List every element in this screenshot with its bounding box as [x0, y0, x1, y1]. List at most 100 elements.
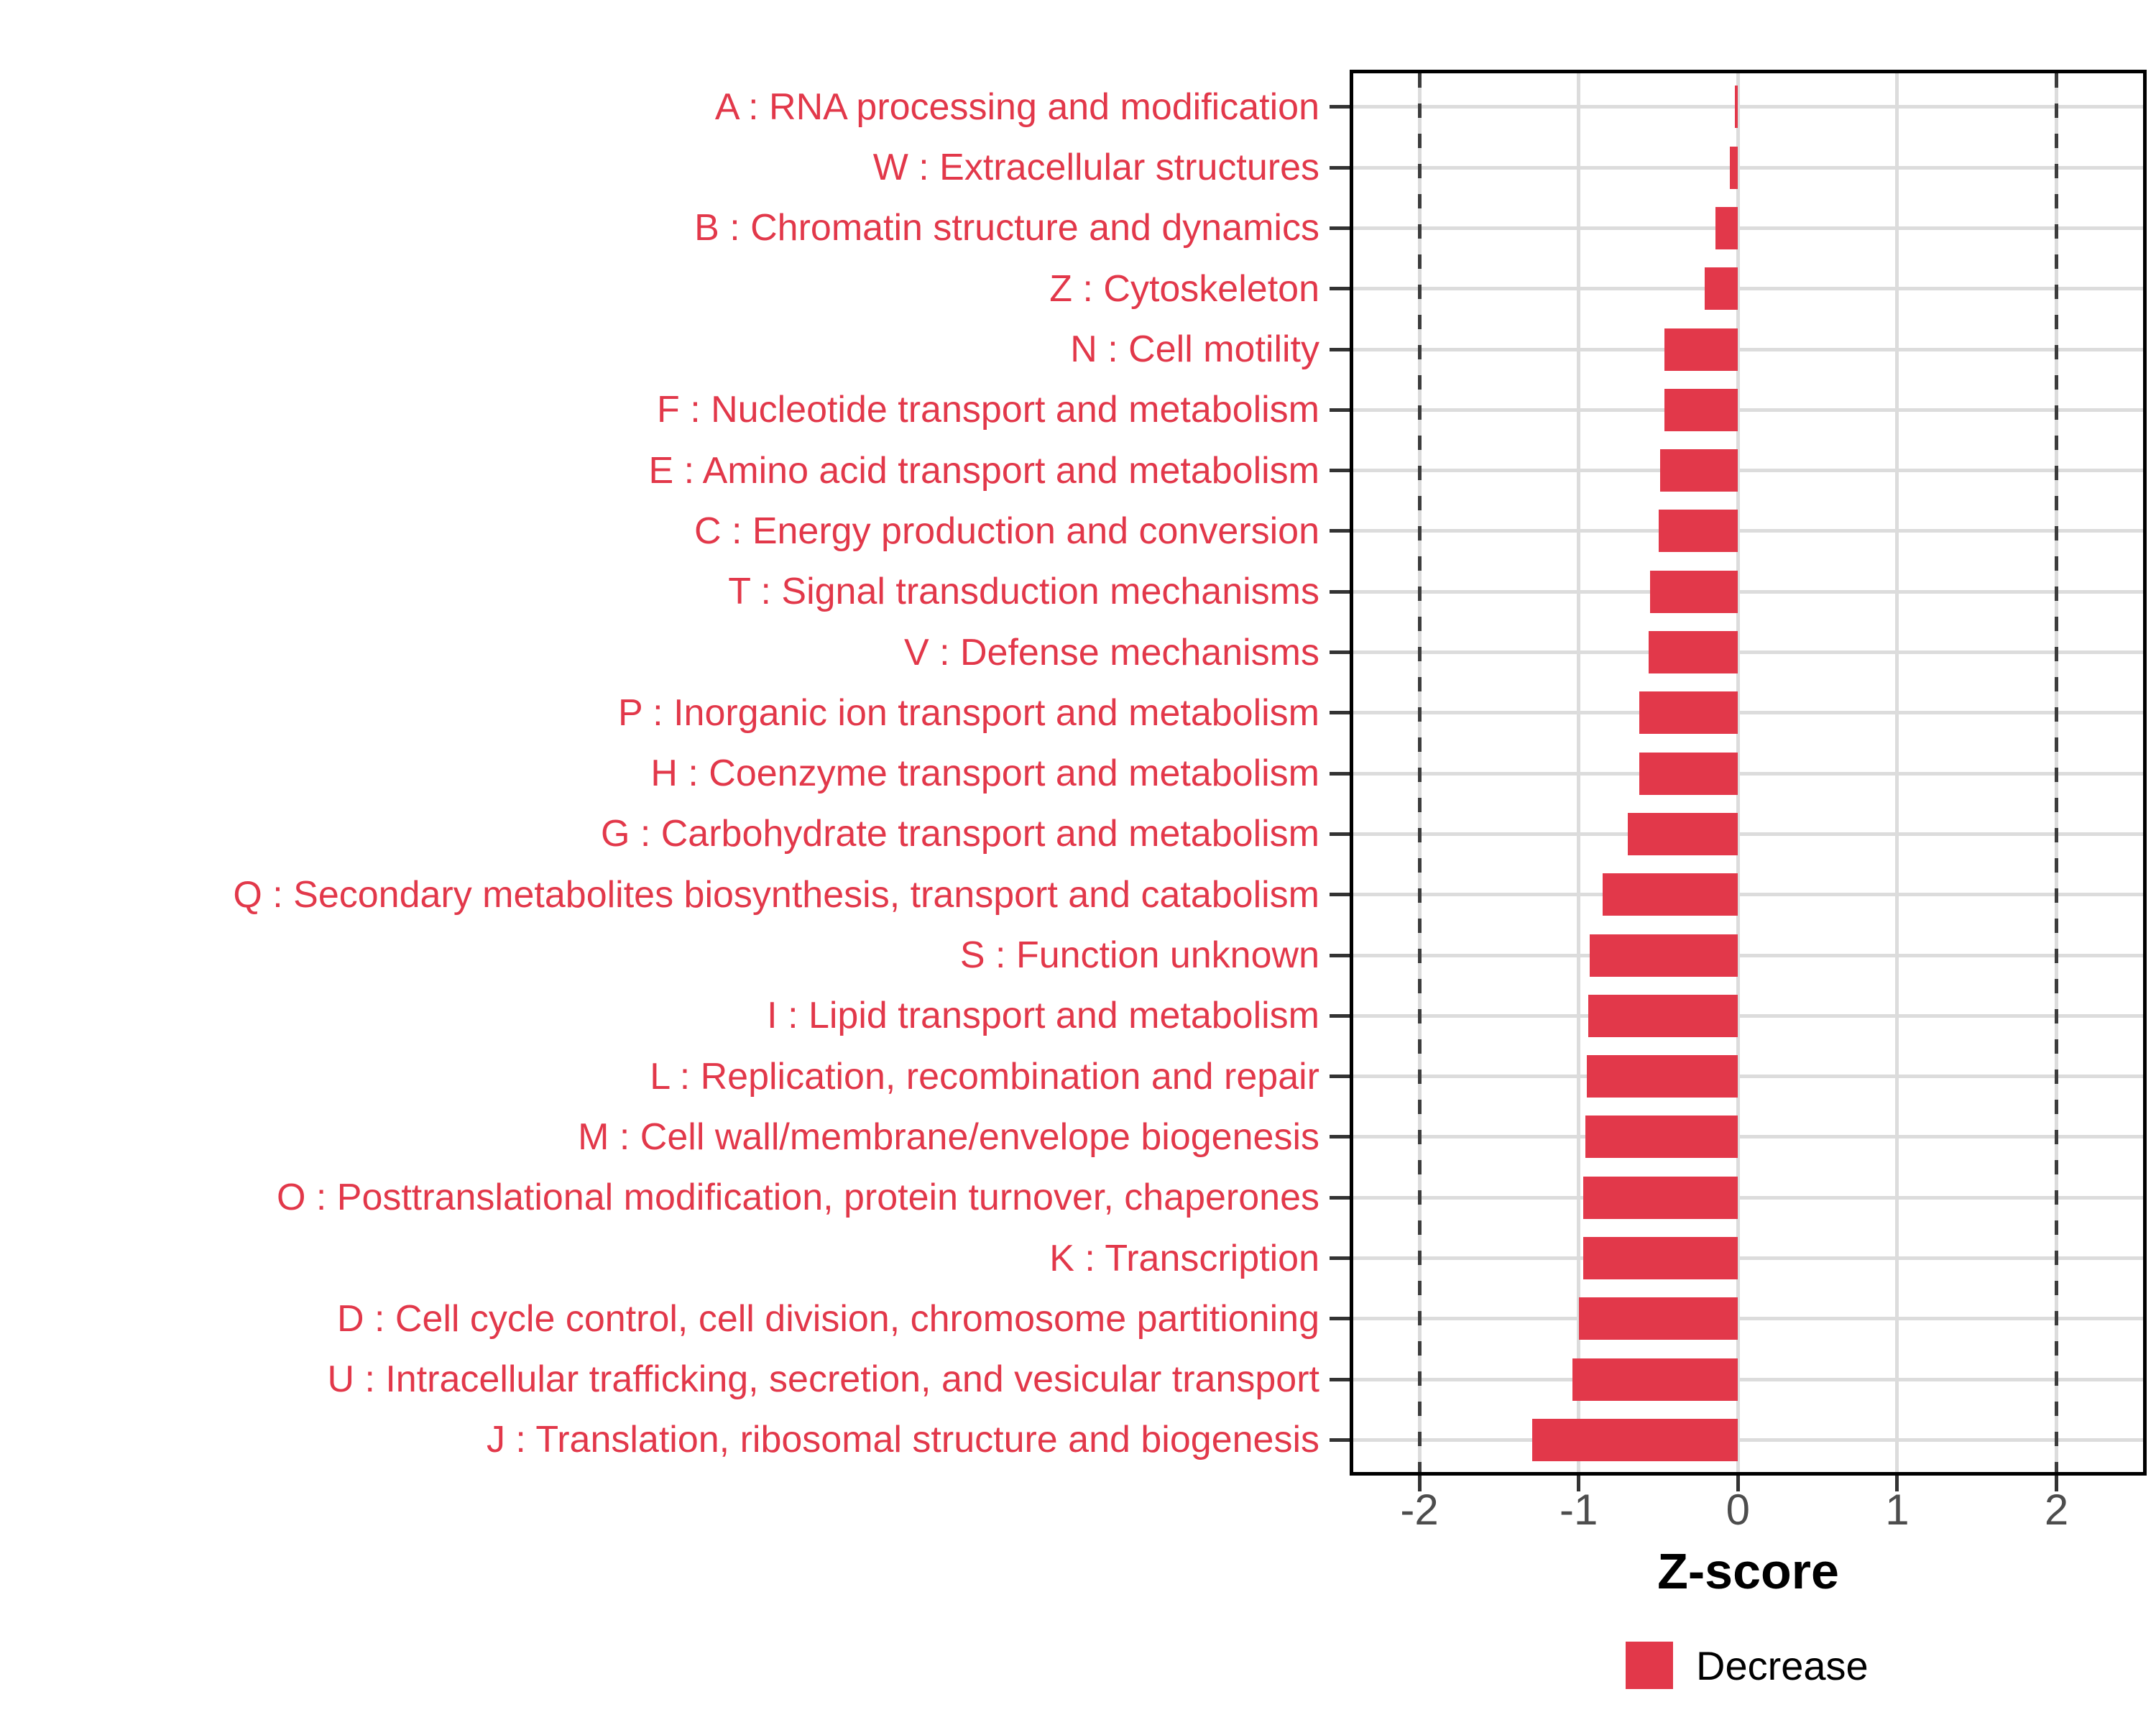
gridline-y-I [1353, 1013, 2143, 1018]
y-label-G: G : Carbohydrate transport and metabolis… [600, 813, 1319, 855]
y-tick-U [1330, 1377, 1350, 1381]
bar-G [1628, 812, 1738, 855]
bar-F [1664, 388, 1738, 431]
gridline-y-J [1353, 1438, 2143, 1442]
bar-L [1586, 1055, 1738, 1098]
reference-line-pos2 [2055, 73, 2058, 1472]
bar-D [1578, 1297, 1738, 1340]
bar-B [1715, 206, 1738, 249]
x-tick-label--2: -2 [1400, 1486, 1439, 1534]
y-label-O: O : Posttranslational modification, prot… [276, 1177, 1319, 1219]
y-label-L: L : Replication, recombination and repai… [650, 1055, 1319, 1098]
y-label-W: W : Extracellular structures [872, 147, 1319, 189]
legend-label: Decrease [1696, 1642, 1869, 1688]
bar-M [1585, 1116, 1738, 1159]
bar-E [1659, 449, 1738, 492]
y-label-T: T : Signal transduction mechanisms [728, 571, 1319, 613]
y-tick-G [1330, 832, 1350, 836]
y-label-J: J : Translation, ribosomal structure and… [486, 1419, 1319, 1461]
x-tick-1 [1895, 1476, 1899, 1491]
legend: Decrease [1626, 1642, 1869, 1689]
gridline-y-W [1353, 165, 2143, 170]
x-tick--1 [1577, 1476, 1581, 1491]
gridline-y-S [1353, 953, 2143, 957]
y-label-I: I : Lipid transport and metabolism [767, 995, 1319, 1037]
y-label-K: K : Transcription [1049, 1237, 1319, 1279]
y-tick-C [1330, 529, 1350, 533]
gridline-y-P [1353, 711, 2143, 715]
y-tick-A [1330, 105, 1350, 109]
gridline-y-E [1353, 469, 2143, 473]
y-tick-B [1330, 226, 1350, 230]
bar-T [1650, 570, 1738, 613]
plot-panel [1350, 70, 2147, 1476]
y-label-F: F : Nucleotide transport and metabolism [657, 389, 1319, 431]
gridline-y-B [1353, 226, 2143, 230]
y-label-H: H : Coenzyme transport and metabolism [650, 753, 1319, 795]
y-label-M: M : Cell wall/membrane/envelope biogenes… [578, 1116, 1319, 1158]
x-axis-title: Z-score [1657, 1543, 1839, 1599]
gridline-y-Q [1353, 893, 2143, 897]
gridline-y-M [1353, 1135, 2143, 1139]
x-tick-label-1: 1 [1885, 1486, 1909, 1534]
gridline-y-V [1353, 650, 2143, 654]
bar-Q [1602, 873, 1738, 916]
gridline-y-T [1353, 589, 2143, 594]
bar-U [1572, 1358, 1738, 1401]
bar-W [1730, 146, 1738, 189]
y-label-Q: Q : Secondary metabolites biosynthesis, … [233, 873, 1319, 916]
gridline-y-O [1353, 1195, 2143, 1200]
y-tick-E [1330, 469, 1350, 473]
y-label-Z: Z : Cytoskeleton [1049, 267, 1319, 310]
bar-N [1664, 328, 1738, 371]
gridline-y-A [1353, 105, 2143, 109]
gridline-y-C [1353, 529, 2143, 533]
gridline-y-L [1353, 1075, 2143, 1079]
gridline-y-F [1353, 408, 2143, 412]
gridline-y-G [1353, 832, 2143, 836]
bar-C [1658, 510, 1738, 553]
gridline-y-Z [1353, 287, 2143, 291]
gridline-y-K [1353, 1256, 2143, 1260]
gridline-y-U [1353, 1377, 2143, 1381]
y-label-B: B : Chromatin structure and dynamics [694, 207, 1319, 249]
y-tick-D [1330, 1317, 1350, 1321]
y-tick-O [1330, 1195, 1350, 1200]
x-tick-2 [2055, 1476, 2058, 1491]
bar-P [1639, 691, 1738, 735]
y-label-N: N : Cell motility [1070, 328, 1319, 370]
x-tick-label-0: 0 [1726, 1486, 1750, 1534]
gridline-y-D [1353, 1317, 2143, 1321]
bar-Z [1704, 267, 1738, 310]
bar-A [1734, 86, 1738, 129]
bar-O [1583, 1176, 1738, 1219]
y-tick-Z [1330, 287, 1350, 291]
y-label-U: U : Intracellular trafficking, secretion… [327, 1358, 1319, 1401]
y-label-P: P : Inorganic ion transport and metaboli… [617, 691, 1319, 734]
y-tick-M [1330, 1135, 1350, 1139]
bar-S [1590, 934, 1738, 977]
y-tick-J [1330, 1438, 1350, 1442]
y-label-E: E : Amino acid transport and metabolism [648, 449, 1319, 492]
y-tick-P [1330, 711, 1350, 715]
legend-color-swatch [1626, 1642, 1673, 1689]
x-tick-label--1: -1 [1560, 1486, 1598, 1534]
x-tick-label-2: 2 [2044, 1486, 2069, 1534]
gridline-y-H [1353, 771, 2143, 776]
y-tick-I [1330, 1013, 1350, 1018]
bar-H [1639, 752, 1738, 795]
x-tick--2 [1417, 1476, 1422, 1491]
y-tick-F [1330, 408, 1350, 412]
y-tick-W [1330, 165, 1350, 170]
bar-V [1649, 631, 1738, 673]
x-tick-0 [1736, 1476, 1740, 1491]
gridline-y-N [1353, 347, 2143, 351]
y-tick-T [1330, 589, 1350, 594]
y-label-A: A : RNA processing and modification [714, 86, 1319, 128]
y-tick-L [1330, 1075, 1350, 1079]
bar-I [1588, 994, 1738, 1037]
y-tick-H [1330, 771, 1350, 776]
y-label-D: D : Cell cycle control, cell division, c… [337, 1297, 1319, 1340]
y-tick-Q [1330, 893, 1350, 897]
